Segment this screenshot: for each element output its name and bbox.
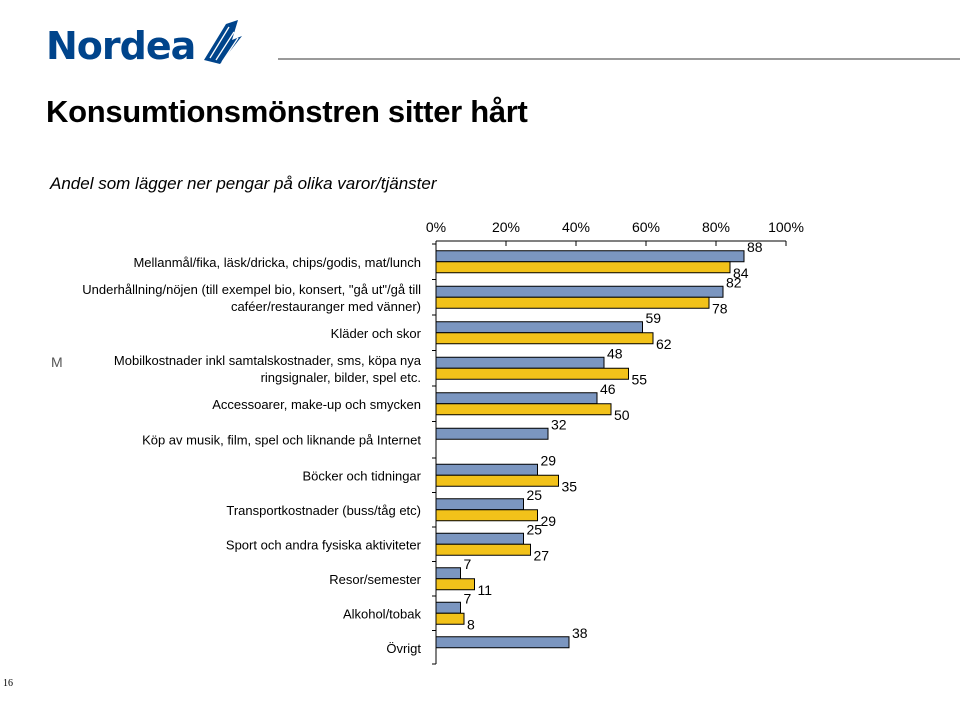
bar-series-2: [435, 403, 612, 416]
data-label-series-2: 78: [712, 300, 728, 316]
data-label-series-2: 55: [632, 371, 648, 387]
data-label-series-1: 29: [541, 452, 557, 468]
category-label: Kläder och skor: [331, 326, 422, 341]
bar-series-1: [435, 250, 745, 263]
bar-series-1: [435, 392, 598, 405]
data-label-series-1: 25: [527, 521, 543, 537]
header-divider: [278, 58, 960, 60]
data-label-series-2: 27: [534, 547, 550, 563]
category-label: Transportkostnader (buss/tåg etc): [226, 503, 421, 518]
data-label-series-1: 38: [572, 625, 588, 641]
bar-series-1: [435, 498, 524, 511]
bar-series-1: [435, 463, 538, 476]
bar-series-2: [435, 296, 710, 309]
logo-wordmark: Nordea: [46, 24, 196, 68]
bar-series-1: [435, 636, 570, 649]
data-label-series-1: 7: [464, 556, 472, 572]
data-label-series-2: 35: [562, 478, 578, 494]
category-label: Köp av musik, film, spel och liknande på…: [142, 432, 421, 447]
x-tick-label: 0%: [426, 219, 446, 235]
x-tick-label: 60%: [632, 219, 660, 235]
x-tick-label: 40%: [562, 219, 590, 235]
category-label: Alkohol/tobak: [343, 606, 422, 621]
data-label-series-1: 59: [646, 310, 662, 326]
data-label-series-1: 82: [726, 274, 742, 290]
stray-mark: M: [51, 354, 63, 370]
data-label-series-2: 11: [478, 582, 493, 598]
bar-series-1: [435, 285, 724, 298]
bar-series-2: [435, 261, 731, 274]
category-label: Underhållning/nöjen (till exempel bio, k…: [82, 282, 421, 297]
bar-series-1: [435, 601, 461, 614]
data-label-series-2: 84: [733, 265, 749, 281]
data-label-series-2: 50: [614, 407, 630, 423]
category-label: ringsignaler, bilder, spel etc.: [261, 370, 421, 385]
x-tick-label: 100%: [768, 219, 804, 235]
data-label-series-1: 25: [527, 487, 543, 503]
data-label-series-1: 88: [747, 239, 763, 255]
category-label: Sport och andra fysiska aktiviteter: [226, 537, 422, 552]
sail-icon: [204, 20, 242, 64]
page-subtitle: Andel som lägger ner pengar på olika var…: [50, 174, 437, 193]
category-label: Resor/semester: [329, 572, 421, 587]
data-label-series-2: 29: [541, 513, 557, 529]
bar-series-2: [435, 578, 475, 591]
x-tick-label: 20%: [492, 219, 520, 235]
x-tick-label: 80%: [702, 219, 730, 235]
data-label-series-1: 46: [600, 381, 616, 397]
data-label-series-1: 7: [464, 590, 472, 606]
category-label: Accessoarer, make-up och smycken: [212, 397, 421, 412]
bar-series-2: [435, 474, 559, 487]
page-number: 16: [3, 678, 13, 689]
category-label: Mellanmål/fika, läsk/dricka, chips/godis…: [133, 255, 421, 270]
category-label: Mobilkostnader inkl samtalskostnader, sm…: [114, 353, 422, 368]
bar-series-2: [435, 332, 654, 345]
bar-series-1: [435, 427, 549, 440]
category-label: caféer/restauranger med vänner): [231, 299, 421, 314]
data-label-series-1: 48: [607, 345, 623, 361]
category-label: Böcker och tidningar: [302, 468, 421, 483]
bar-series-1: [435, 321, 643, 334]
bar-series-2: [435, 367, 629, 380]
bar-series-1: [435, 356, 605, 369]
bar-series-2: [435, 543, 531, 556]
bar-series-2: [435, 509, 538, 522]
data-label-series-2: 8: [467, 616, 475, 632]
page-title: Konsumtionsmönstren sitter hårt: [46, 94, 528, 129]
data-label-series-1: 32: [551, 416, 567, 432]
bar-series-1: [435, 532, 524, 545]
bar-series-2: [435, 612, 465, 625]
category-label: Övrigt: [386, 641, 421, 656]
data-label-series-2: 62: [656, 336, 672, 352]
bar-series-1: [435, 567, 461, 580]
nordea-logo: Nordea: [46, 18, 256, 70]
